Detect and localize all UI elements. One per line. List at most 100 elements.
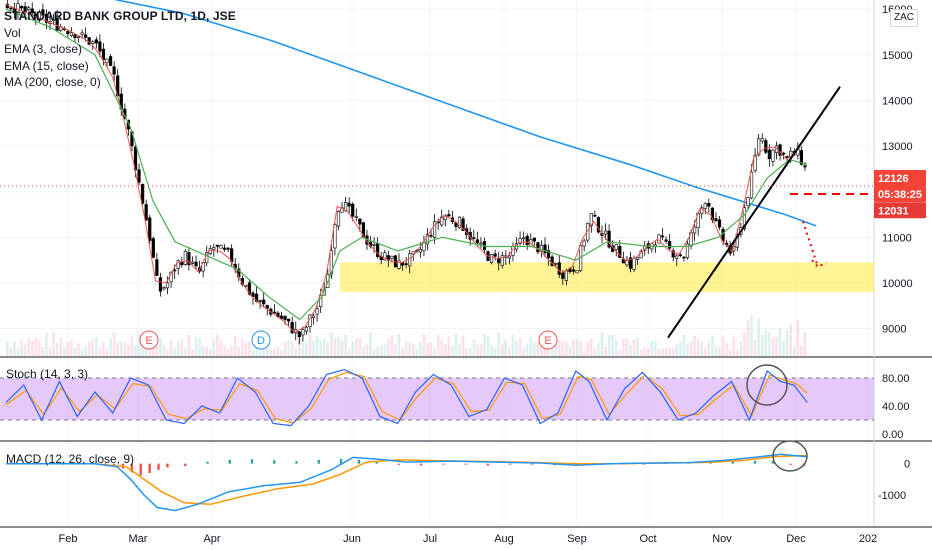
- candle: [746, 197, 750, 207]
- candle: [507, 255, 512, 259]
- candle: [799, 150, 804, 165]
- candle: [141, 184, 145, 204]
- candle: [536, 242, 540, 253]
- volume-bar: [404, 341, 408, 356]
- prev-close-tag: 12031: [878, 205, 909, 217]
- volume-bar: [803, 331, 807, 356]
- price-tick-label: 10000: [882, 278, 913, 290]
- candle: [721, 228, 725, 242]
- volume-bar: [187, 333, 191, 356]
- volume-bar: [198, 338, 201, 356]
- trendline[interactable]: [667, 86, 841, 339]
- candle: [173, 269, 177, 272]
- candle: [208, 248, 212, 255]
- candle: [148, 217, 152, 241]
- candle: [543, 244, 547, 254]
- candle: [23, 6, 27, 13]
- volume-bar: [251, 349, 255, 356]
- volume-bar: [597, 342, 600, 356]
- legend-vol[interactable]: Vol: [4, 25, 21, 40]
- volume-bar: [604, 346, 607, 356]
- projection-arrow[interactable]: [802, 221, 827, 269]
- legend-ema3[interactable]: EMA (3, close): [4, 42, 83, 56]
- candle: [785, 156, 789, 158]
- candle: [137, 169, 141, 183]
- volume-bar: [312, 341, 315, 356]
- volume-bar: [248, 341, 251, 356]
- volume-bar: [109, 337, 112, 356]
- volume-bar: [287, 340, 290, 356]
- stoch-tick-label: 0.00: [882, 429, 903, 441]
- volume-bar: [746, 320, 750, 356]
- event-marker: [538, 330, 558, 350]
- volume-bar: [216, 334, 219, 356]
- ema15-line: [5, 8, 808, 321]
- volume-bar: [732, 336, 736, 356]
- macd-histogram-bar: [357, 459, 361, 464]
- price-axis: 9000100001100012000130001400015000160008…: [878, 4, 913, 502]
- candle: [433, 221, 437, 238]
- volume-bar: [547, 349, 550, 356]
- volume-bar: [611, 334, 614, 356]
- volume-bar: [62, 346, 66, 356]
- last-price-tag: 12126: [878, 173, 909, 185]
- volume-bar: [223, 344, 226, 356]
- volume-bar: [483, 333, 486, 356]
- candle: [155, 259, 159, 276]
- candle: [707, 203, 711, 207]
- candle: [251, 292, 255, 297]
- volume-bar: [372, 349, 376, 356]
- prev-close-tag-bg: [874, 202, 926, 219]
- time-tick-label: 202: [859, 533, 877, 545]
- volume-bar: [383, 344, 387, 356]
- volume-bar: [194, 337, 198, 356]
- candle: [457, 216, 462, 229]
- volume-bar: [394, 343, 397, 356]
- stoch-label[interactable]: Stoch (14, 3, 3): [6, 367, 89, 381]
- volume-bar: [123, 341, 127, 356]
- volume-bar: [52, 332, 55, 356]
- volume-bar: [166, 349, 169, 356]
- volume-bar: [622, 338, 625, 356]
- volume-bar: [27, 338, 30, 356]
- volume-bar: [518, 339, 522, 356]
- volume-bar: [358, 337, 362, 356]
- volume-bar: [59, 337, 63, 356]
- volume-bar: [429, 342, 433, 356]
- volume-bar: [572, 339, 575, 356]
- legend-ema15[interactable]: EMA (15, close): [4, 58, 89, 73]
- macd-histogram-bar: [295, 461, 298, 464]
- volume-bar: [639, 349, 643, 356]
- volume-bar: [721, 336, 725, 356]
- candle: [254, 293, 259, 302]
- volume-bar: [408, 342, 411, 356]
- volume-bar: [258, 343, 262, 356]
- macd-histogram-bar: [273, 460, 276, 464]
- candle: [668, 240, 672, 249]
- currency-badge[interactable]: ZAC: [890, 9, 918, 27]
- candle: [187, 252, 191, 266]
- volume-bar: [796, 319, 800, 356]
- candle: [550, 256, 554, 266]
- volume-bar: [212, 340, 216, 356]
- symbol-title[interactable]: STANDARD BANK GROUP LTD, 1D, JSE: [4, 9, 236, 23]
- candle: [226, 247, 230, 250]
- candle: [404, 263, 408, 265]
- macd-histogram-bar: [339, 458, 343, 464]
- volume-bar: [792, 347, 796, 356]
- volume-bar: [764, 329, 768, 356]
- candle: [557, 262, 561, 275]
- legend-ma200[interactable]: MA (200, close, 0): [4, 75, 101, 89]
- volume-bar: [743, 332, 746, 356]
- candle: [73, 34, 77, 38]
- macd-label[interactable]: MACD (12, 26, close, 9): [6, 452, 135, 466]
- volume-bar: [344, 334, 347, 356]
- volume-bar: [176, 341, 180, 356]
- macd-histogram-bar: [508, 463, 512, 465]
- volume-bar: [458, 343, 461, 356]
- volume-bar: [180, 339, 184, 356]
- volume-bar: [561, 341, 565, 356]
- volume-bar: [422, 333, 426, 356]
